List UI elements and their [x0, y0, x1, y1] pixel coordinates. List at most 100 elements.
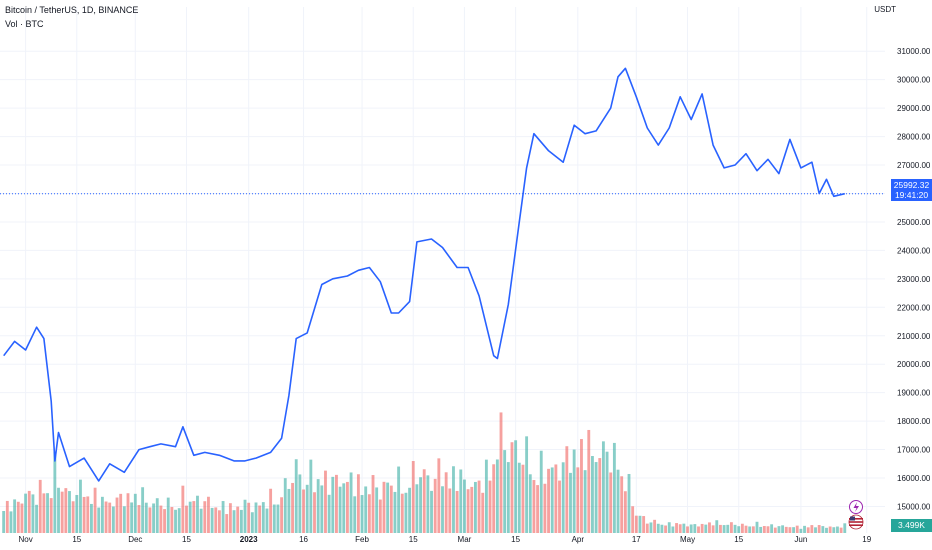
time-tick-label: 15 [72, 535, 81, 544]
volume-bar [309, 459, 313, 533]
volume-bar [49, 498, 53, 533]
volume-bar [137, 505, 141, 533]
volume-bar [719, 524, 722, 533]
volume-bar [159, 505, 163, 533]
volume-bar [60, 491, 64, 533]
volume-bar [185, 505, 188, 533]
volume-bar [265, 508, 269, 533]
volume-bar [799, 528, 803, 533]
volume-bar [269, 488, 273, 533]
volume-bar [38, 479, 42, 533]
last-price-value: 25992.32 [893, 180, 930, 190]
volume-bar [9, 511, 13, 533]
price-tick-label: 27000.00 [897, 161, 931, 170]
axis-icons [848, 500, 864, 530]
volume-bar [594, 462, 598, 533]
volume-bar [558, 480, 561, 533]
volume-bar [115, 497, 119, 533]
volume-bar [324, 470, 327, 533]
volume-bar [214, 507, 218, 533]
volume-bar [766, 526, 770, 533]
volume-bar [737, 526, 741, 533]
volume-bar [539, 450, 543, 533]
volume-bar [514, 440, 518, 533]
volume-bar [411, 461, 415, 533]
volume-legend[interactable]: Vol · BTC [5, 19, 44, 29]
volume-bar [53, 451, 57, 533]
volume-bar [459, 469, 463, 533]
price-tick-label: 21000.00 [897, 332, 931, 341]
volume-bar [583, 470, 587, 533]
volume-bar [148, 507, 152, 533]
volume-bar [510, 442, 514, 533]
us-flag-icon[interactable] [848, 514, 864, 530]
volume-bar [499, 412, 503, 533]
volume-bar [155, 498, 159, 533]
volume-bar [437, 458, 441, 533]
volume-bar [258, 505, 262, 533]
volume-bar [57, 487, 60, 533]
volume-bar [247, 502, 251, 533]
volume-bar [430, 490, 433, 533]
price-axis[interactable]: 15000.00 16000.00 17000.00 18000.00 19000.00… [897, 47, 931, 511]
volume-bar [795, 525, 799, 533]
volume-bar [356, 474, 360, 533]
volume-bar [470, 486, 474, 533]
volume-bar [580, 439, 583, 533]
volume-bar [327, 494, 331, 533]
price-tick-label: 30000.00 [897, 76, 931, 85]
volume-bar [726, 524, 730, 533]
volume-bar [715, 520, 719, 533]
volume-bar [188, 501, 192, 533]
volume-bar [199, 508, 203, 533]
volume-bar [144, 502, 148, 533]
volume-bar [192, 501, 196, 533]
volume-bar [46, 493, 49, 533]
volume-bar [152, 503, 156, 533]
volume-bar [174, 509, 177, 533]
time-axis[interactable]: Nov 15 Dec 15 2023 16 Feb 15 Mar 15 Apr 17 May 15 Jun 1… [18, 535, 871, 544]
volume-bar [82, 496, 86, 533]
volume-bar [729, 522, 733, 533]
volume-bar [163, 509, 166, 533]
time-tick-label: Dec [128, 535, 142, 544]
volume-bar [217, 510, 221, 533]
volume-bar [404, 492, 408, 533]
volume-bar [528, 474, 532, 533]
last-volume-badge: 3.499K [891, 519, 932, 532]
symbol-legend[interactable]: Bitcoin / TetherUS, 1D, BINANCE [5, 5, 139, 15]
volume-bar [623, 491, 627, 533]
volume-bar [13, 499, 17, 533]
volume-bar [660, 524, 664, 533]
volume-bar [170, 506, 174, 533]
price-tick-label: 18000.00 [897, 417, 931, 426]
volume-bar [342, 483, 346, 533]
price-tick-label: 28000.00 [897, 133, 931, 142]
volume-bar [492, 464, 496, 533]
volume-bar [397, 466, 401, 533]
price-tick-label: 31000.00 [897, 47, 931, 56]
volume-bar [335, 474, 338, 533]
last-price-badge: 25992.32 19:41:20 [891, 179, 932, 201]
volume-bar [422, 469, 426, 533]
volume-bar [711, 525, 715, 533]
volume-bar [814, 527, 817, 533]
volume-bar [108, 502, 112, 533]
volume-bar [75, 494, 79, 533]
volume-bar [35, 504, 38, 533]
volume-bar [817, 525, 821, 533]
volume-bar [554, 464, 558, 533]
volume-bar [97, 507, 101, 533]
volume-bar [762, 526, 766, 533]
volume-bar [444, 472, 448, 533]
volume-bar [250, 512, 254, 533]
time-tick-label: 15 [734, 535, 743, 544]
volume-bar [792, 527, 796, 533]
volume-bar [68, 491, 71, 533]
volume-bar [682, 523, 686, 533]
volume-bar [166, 497, 170, 533]
volume-bar [86, 496, 90, 533]
time-tick-label: Mar [458, 535, 472, 544]
volume-histogram [2, 412, 847, 533]
